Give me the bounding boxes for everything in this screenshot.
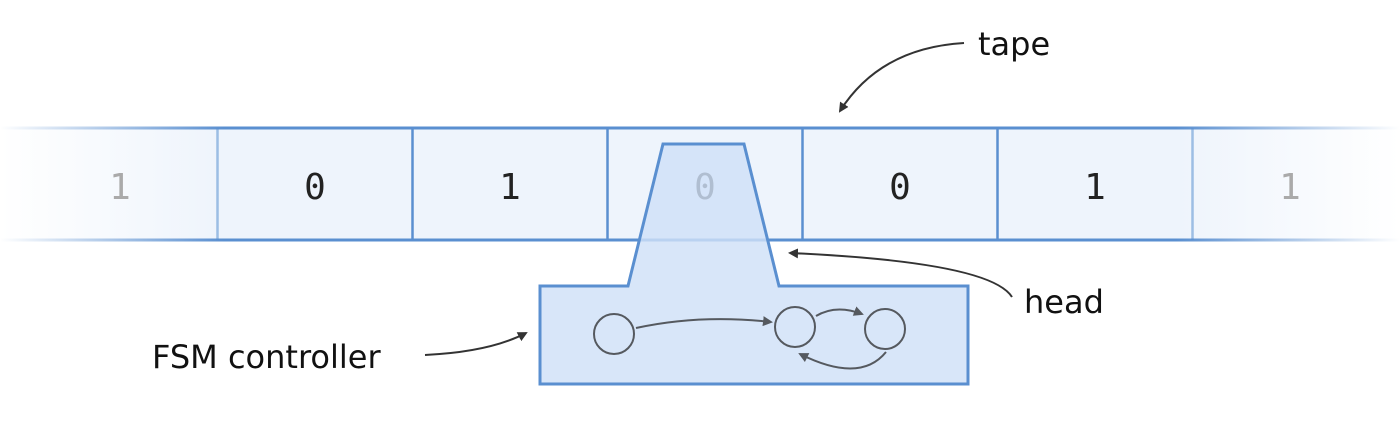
fsm-transition-arrow: [635, 316, 773, 329]
fsm-controller-label: FSM controller: [152, 338, 381, 376]
fsm-state-node: [774, 306, 816, 348]
tape-label: tape: [978, 25, 1050, 63]
tape-pointer-arrow: [838, 42, 965, 113]
controller-pointer-arrow: [424, 332, 528, 356]
tape-dividers: [216, 128, 1194, 240]
tape-cell-value: 1: [499, 167, 521, 208]
tape-cell-value: 0: [304, 167, 326, 208]
fsm-states: [593, 306, 906, 370]
tape-cell-value: 0: [889, 167, 911, 208]
fsm-transition-arrow: [798, 351, 887, 370]
head-pointer-arrow: [788, 248, 1013, 298]
tape-cell-value: 1: [1279, 167, 1301, 208]
tape-cell-value: 1: [1084, 167, 1106, 208]
tape-cell-value: 1: [109, 167, 131, 208]
head-and-controller: [538, 142, 970, 386]
fsm-state-node: [864, 308, 906, 350]
head-label: head: [1024, 283, 1104, 321]
head-controller-shape: [538, 142, 970, 386]
fsm-transition-arrow: [815, 306, 864, 317]
annotations: tape head FSM controller: [152, 25, 1104, 376]
fsm-state-node: [593, 313, 635, 355]
